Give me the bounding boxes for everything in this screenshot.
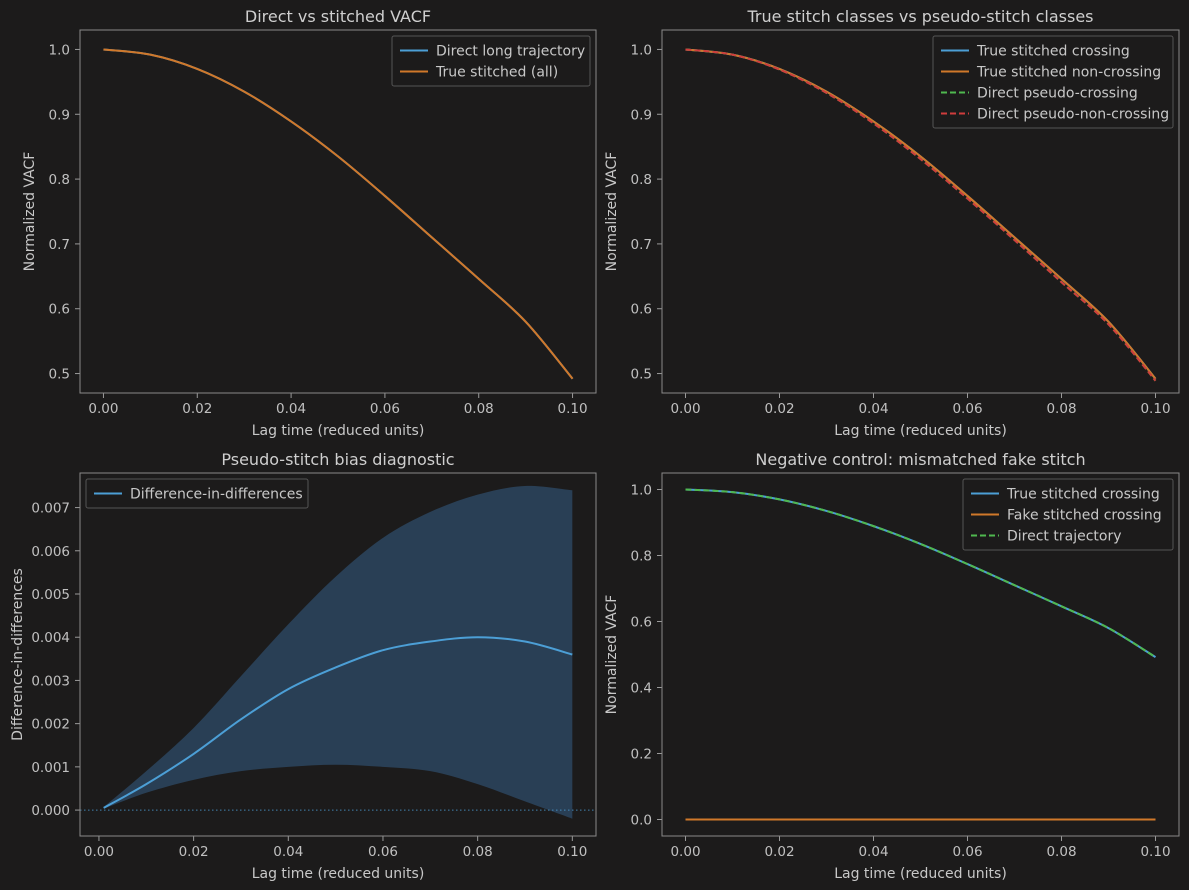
chart-title: Negative control: mismatched fake stitch	[755, 450, 1085, 469]
plot-area	[685, 48, 1157, 382]
chart-3: Pseudo-stitch bias diagnostic Lag time (r…	[10, 450, 597, 882]
y-axis-label: Normalized VACF	[604, 152, 620, 272]
legend-label: Direct trajectory	[1007, 529, 1122, 545]
y-tick-label: 0.005	[31, 587, 70, 603]
plot-frame	[661, 472, 1180, 837]
x-tick-label: 0.08	[463, 844, 493, 860]
chart-title: True stitch classes vs pseudo-stitch cla…	[746, 7, 1093, 26]
legend-box	[932, 35, 1174, 129]
y-tick-label: 0.4	[631, 681, 652, 697]
legend: Difference-in-differences	[85, 478, 309, 509]
legend-label: Direct pseudo-crossing	[977, 86, 1138, 102]
y-tick-label: 0.9	[631, 107, 652, 123]
y-axis-label: Difference-in-differences	[10, 568, 26, 741]
y-tick-label: 0.9	[49, 107, 70, 123]
y-tick-label: 0.5	[631, 367, 652, 383]
x-axis-label: Lag time (reduced units)	[252, 866, 425, 882]
y-axis-label: Normalized VACF	[604, 595, 620, 715]
y-tick-label: 0.6	[631, 615, 652, 631]
legend-box	[85, 478, 309, 509]
x-tick-label: 0.00	[670, 844, 700, 860]
x-tick-label: 0.00	[84, 844, 114, 860]
x-tick-label: 0.00	[88, 401, 118, 417]
plot-frame	[79, 29, 597, 394]
x-tick-label: 0.02	[764, 844, 794, 860]
legend: True stitched crossing True stitched non-…	[932, 35, 1174, 129]
x-axis-label: Lag time (reduced units)	[834, 866, 1007, 882]
x-tick-label: 0.10	[557, 844, 587, 860]
y-tick-label: 1.0	[631, 42, 652, 58]
plot-frame	[661, 29, 1180, 394]
plot-area	[80, 485, 596, 819]
chart-2: True stitch classes vs pseudo-stitch cla…	[604, 7, 1180, 439]
y-tick-label: 0.6	[631, 302, 652, 318]
x-tick-label: 0.10	[1140, 844, 1170, 860]
y-tick-label: 0.004	[31, 630, 70, 646]
legend-label: True stitched non-crossing	[976, 65, 1161, 81]
legend-label: True stitched crossing	[976, 44, 1130, 60]
y-tick-label: 0.006	[31, 544, 70, 560]
x-tick-label: 0.02	[179, 844, 209, 860]
x-tick-label: 0.06	[952, 844, 982, 860]
legend-label: Difference-in-differences	[130, 487, 303, 503]
y-tick-label: 0.6	[49, 302, 70, 318]
y-axis-label: Normalized VACF	[22, 152, 38, 272]
y-tick-label: 0.007	[31, 501, 70, 517]
x-tick-label: 0.06	[952, 401, 982, 417]
x-tick-label: 0.08	[1046, 844, 1076, 860]
y-tick-label: 0.5	[49, 367, 70, 383]
legend-label: Direct long trajectory	[436, 44, 585, 60]
x-tick-label: 0.08	[1046, 401, 1076, 417]
legend: True stitched crossing Fake stitched cros…	[962, 478, 1174, 551]
x-axis-label: Lag time (reduced units)	[252, 423, 425, 439]
x-tick-label: 0.04	[858, 401, 888, 417]
chart-title: Direct vs stitched VACF	[245, 7, 431, 26]
y-tick-label: 0.002	[31, 717, 70, 733]
legend-label: Direct pseudo-non-crossing	[977, 107, 1169, 123]
y-tick-label: 0.8	[631, 549, 652, 565]
series-line-1	[103, 636, 573, 809]
series-line-1	[685, 488, 1157, 658]
legend: Direct long trajectory True stitched (all…	[391, 35, 591, 87]
x-tick-label: 0.06	[370, 401, 400, 417]
y-tick-label: 0.003	[31, 673, 70, 689]
y-tick-label: 0.7	[49, 237, 70, 253]
x-tick-label: 0.08	[464, 401, 494, 417]
legend-box	[962, 478, 1174, 551]
y-tick-label: 0.8	[631, 172, 652, 188]
x-tick-label: 0.00	[670, 401, 700, 417]
plot-area	[103, 48, 574, 380]
x-tick-label: 0.02	[182, 401, 212, 417]
x-tick-label: 0.10	[558, 401, 588, 417]
y-tick-label: 0.7	[631, 237, 652, 253]
confidence-band	[103, 485, 573, 819]
y-tick-label: 0.2	[631, 747, 652, 763]
chart-4: Negative control: mismatched fake stitch…	[604, 450, 1180, 882]
series-line-2	[103, 48, 574, 380]
plot-frame	[79, 472, 597, 837]
chart-title: Pseudo-stitch bias diagnostic	[221, 450, 454, 469]
y-tick-label: 1.0	[49, 42, 70, 58]
x-tick-label: 0.04	[273, 844, 303, 860]
x-axis-label: Lag time (reduced units)	[834, 423, 1007, 439]
x-tick-label: 0.04	[858, 844, 888, 860]
plot-area	[685, 488, 1157, 821]
y-tick-label: 0.8	[49, 172, 70, 188]
legend-label: True stitched crossing	[1006, 487, 1160, 503]
legend-label: True stitched (all)	[435, 65, 558, 81]
y-tick-label: 0.001	[31, 760, 70, 776]
y-tick-label: 0.000	[31, 803, 70, 819]
x-tick-label: 0.06	[368, 844, 398, 860]
x-tick-label: 0.10	[1140, 401, 1170, 417]
y-tick-label: 0.0	[631, 813, 652, 829]
x-tick-label: 0.04	[276, 401, 306, 417]
legend-box	[391, 35, 591, 87]
series-line-4	[685, 48, 1157, 382]
chart-1: Direct vs stitched VACF Lag time (reduced…	[22, 7, 597, 439]
y-tick-label: 1.0	[631, 483, 652, 499]
legend-label: Fake stitched crossing	[1007, 508, 1162, 524]
x-tick-label: 0.02	[764, 401, 794, 417]
